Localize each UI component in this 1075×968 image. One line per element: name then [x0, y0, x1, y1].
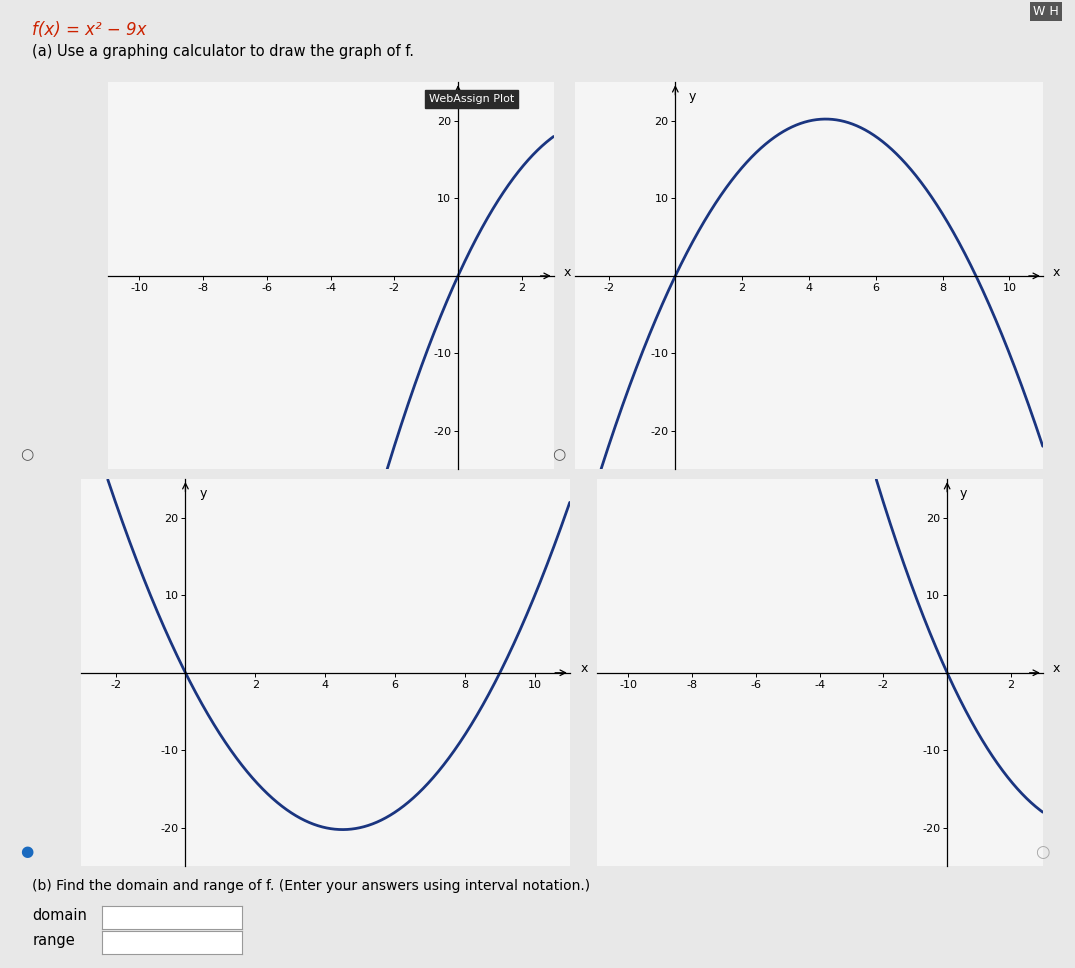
Text: WebAssign Plot: WebAssign Plot — [429, 94, 514, 104]
Text: f(x) = x² − 9x: f(x) = x² − 9x — [32, 21, 147, 40]
Text: y: y — [960, 487, 968, 499]
Text: range: range — [32, 933, 75, 948]
Text: x: x — [1052, 265, 1060, 279]
Text: ●: ● — [20, 844, 33, 860]
Text: (a) Use a graphing calculator to draw the graph of f.: (a) Use a graphing calculator to draw th… — [32, 44, 414, 58]
Text: x: x — [580, 662, 588, 676]
Text: x: x — [563, 265, 571, 279]
Text: x: x — [1052, 662, 1060, 676]
Text: ○: ○ — [20, 447, 33, 463]
Text: ○: ○ — [1035, 843, 1050, 861]
Text: y: y — [200, 487, 206, 499]
Text: W H: W H — [1033, 5, 1059, 17]
Text: domain: domain — [32, 908, 87, 923]
Text: ○: ○ — [553, 447, 565, 463]
Text: y: y — [471, 90, 478, 103]
Text: (b) Find the domain and range of f. (Enter your answers using interval notation.: (b) Find the domain and range of f. (Ent… — [32, 879, 590, 892]
Text: y: y — [689, 90, 697, 103]
